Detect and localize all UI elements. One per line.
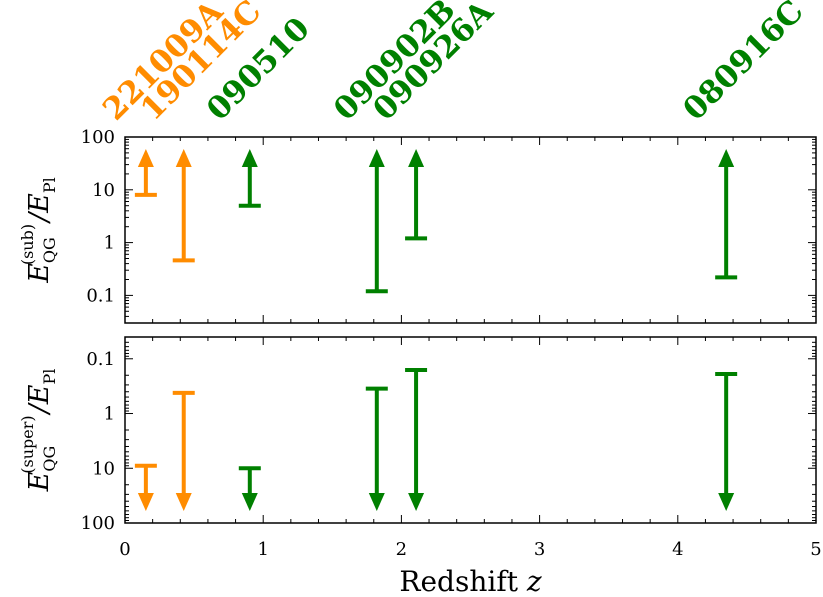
limit-arrowhead <box>718 149 735 167</box>
limit-arrowhead <box>368 149 385 167</box>
limit-arrow-190114C <box>172 149 195 263</box>
limit-arrowhead <box>241 149 258 167</box>
y-tick-label: 10 <box>92 180 115 201</box>
y-label-symbol: E <box>24 263 55 284</box>
y-label-slash: / <box>24 210 55 225</box>
limit-arrow-090510 <box>238 149 261 208</box>
y-label-superscript: (super) <box>18 415 37 473</box>
limit-arrowhead <box>241 493 258 511</box>
limit-arrowhead <box>718 493 735 511</box>
y-axis-label: EQG(super)/EPl <box>18 369 59 493</box>
limit-arrow-090926A <box>405 367 428 511</box>
y-label-subscript: QG <box>40 446 59 472</box>
x-tick-label: 0 <box>119 539 130 560</box>
y-tick-label: 10 <box>92 458 115 479</box>
y-tick-label: 100 <box>81 127 115 148</box>
y-label-subscript: Pl <box>40 177 59 193</box>
limit-arrowhead <box>137 149 154 167</box>
plot-frame <box>124 136 817 324</box>
limit-arrowhead <box>408 493 425 511</box>
y-label-superscript: (sub) <box>18 224 37 265</box>
y-label-symbol: E <box>24 384 55 405</box>
limit-arrow-090926A <box>405 149 428 241</box>
y-tick-label: 100 <box>81 513 115 534</box>
plot-frame <box>124 336 817 524</box>
y-tick-label: 1 <box>104 404 115 425</box>
x-axis-title: Redshift z <box>399 565 541 597</box>
limit-arrow-090902B <box>365 149 388 294</box>
grb-label-080916C: 080916C <box>676 0 810 128</box>
limit-arrow-080916C <box>715 372 738 511</box>
limit-arrow-090510 <box>238 466 261 511</box>
limit-arrowhead <box>408 149 425 167</box>
y-label-symbol: E <box>24 471 55 492</box>
y-label-subscript: QG <box>40 237 59 263</box>
limit-arrowhead <box>175 149 192 167</box>
x-tick-label: 3 <box>534 539 545 560</box>
limit-arrow-090902B <box>365 386 388 511</box>
x-axis: 0 1 2 3 4 5 Redshift z <box>119 539 821 597</box>
limit-arrow-190114C <box>172 390 195 511</box>
x-tick-label: 2 <box>396 539 407 560</box>
y-tick-label: 0.1 <box>86 349 115 370</box>
x-axis-title-text: Redshift <box>399 565 526 597</box>
y-axis-label: EQG(sub)/EPl <box>18 177 59 284</box>
x-tick-label: 1 <box>257 539 268 560</box>
limit-arrow-221009A <box>134 149 157 197</box>
y-tick-label: 0.1 <box>86 285 115 306</box>
limit-arrow-221009A <box>134 463 157 511</box>
x-tick-label: 4 <box>672 539 683 560</box>
limit-arrowhead <box>175 493 192 511</box>
x-tick-label: 5 <box>810 539 821 560</box>
y-label-subscript: Pl <box>40 369 59 385</box>
limit-arrowhead <box>137 493 154 511</box>
y-label-slash: / <box>24 401 55 416</box>
limit-arrowhead <box>368 493 385 511</box>
y-label-symbol: E <box>24 193 55 214</box>
x-axis-title-variable: z <box>526 565 542 597</box>
limit-arrow-080916C <box>715 149 738 280</box>
y-tick-label: 1 <box>104 233 115 254</box>
